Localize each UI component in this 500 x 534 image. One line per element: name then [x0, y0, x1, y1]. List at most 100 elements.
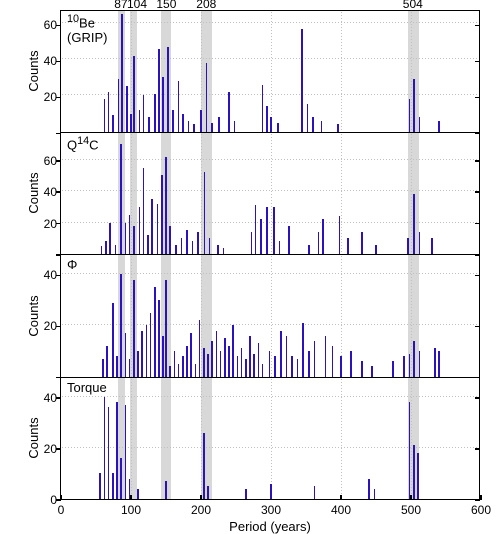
peak-bar [407, 238, 409, 254]
xtick-label: 400 [331, 503, 351, 517]
peak-bar [273, 207, 275, 254]
peak-bar [409, 402, 411, 499]
peak-bar [192, 241, 194, 254]
peak-bar [112, 473, 114, 499]
peak-bar [228, 92, 230, 132]
peak-bar [375, 245, 377, 254]
peak-bar [417, 453, 419, 499]
ylabel: Counts [26, 295, 41, 336]
peak-bar [374, 489, 376, 499]
peak-bar [108, 407, 110, 499]
peak-bar [434, 348, 436, 376]
peak-bar [318, 232, 320, 254]
peak-bar [120, 144, 122, 254]
period-label: 104 [127, 0, 147, 11]
peak-bar [207, 354, 209, 377]
peak-bar [409, 99, 411, 131]
ylabel: Counts [26, 418, 41, 459]
ylabel: Counts [26, 173, 41, 214]
ytick-mark [475, 499, 480, 501]
peak-bar [270, 484, 272, 499]
xtick-label: 500 [401, 503, 421, 517]
ytick-label: 40 [44, 185, 57, 199]
xtick-label: 100 [121, 503, 141, 517]
peak-bar [337, 124, 339, 131]
peak-bar [125, 223, 127, 254]
ytick-label: 0 [50, 493, 57, 507]
peak-bar [251, 232, 253, 254]
peak-bar [112, 303, 114, 377]
peak-bar [148, 117, 150, 131]
peak-bar [207, 486, 209, 499]
plot-area: 87104150208504204060Counts10Be(GRIP)2040… [60, 10, 480, 500]
peak-bar [241, 348, 243, 376]
peak-bar [361, 361, 363, 376]
peak-bar [178, 81, 180, 131]
peak-bar [154, 287, 156, 376]
peak-bar [274, 356, 276, 376]
peak-bar [322, 219, 324, 254]
period-label: 208 [196, 0, 216, 11]
peak-bar [115, 245, 117, 254]
peak-bar [216, 331, 218, 377]
peak-bar [224, 338, 226, 376]
period-label: 87 [114, 0, 127, 11]
peak-bar [143, 95, 145, 131]
peak-bar [321, 121, 323, 132]
peak-bar [158, 300, 160, 377]
peak-bar [392, 361, 394, 376]
peak-bar [101, 246, 103, 254]
peak-bar [102, 359, 104, 377]
peak-bar [413, 445, 415, 499]
peak-bar [206, 63, 208, 131]
peak-bar [108, 92, 110, 132]
peak-bar [403, 356, 405, 376]
peak-bar [133, 280, 135, 377]
ytick-label: 60 [44, 154, 57, 168]
bars-layer [61, 255, 479, 377]
peak-bar [161, 175, 163, 254]
peak-bar [182, 114, 184, 132]
peak-bar [178, 364, 180, 377]
bars-layer [61, 11, 479, 132]
peak-bar [118, 79, 120, 131]
peak-bar [125, 333, 127, 376]
peak-bar [237, 356, 239, 376]
peak-bar [167, 47, 169, 132]
peak-bar [175, 245, 177, 254]
bars-layer [61, 133, 479, 255]
peak-bar [409, 354, 411, 377]
peak-bar [332, 346, 334, 377]
peak-bar [340, 356, 342, 376]
peak-bar [204, 172, 206, 254]
panel: 204060CountsQ14C [60, 133, 480, 256]
peak-bar [279, 241, 281, 254]
peak-bar [129, 479, 131, 499]
peak-bar [169, 366, 171, 376]
peak-bar [133, 226, 135, 254]
peak-bar [288, 226, 290, 254]
ytick-label: 40 [44, 54, 57, 68]
peak-bar [120, 458, 122, 499]
peak-bar [249, 336, 251, 377]
peak-bar [104, 397, 106, 499]
peak-bar [325, 336, 327, 377]
peak-bar [151, 199, 153, 254]
peak-bar [255, 205, 257, 254]
peak-bar [139, 207, 141, 254]
panel-label: 10Be(GRIP) [67, 14, 107, 45]
peak-bar [186, 346, 188, 377]
peak-bar [186, 230, 188, 254]
peak-bar [150, 313, 152, 377]
peak-bar [174, 351, 176, 377]
peak-bar [234, 121, 236, 132]
peak-bar [314, 341, 316, 377]
peak-bar [438, 351, 440, 377]
peak-bar [266, 207, 268, 254]
peak-bar [146, 325, 148, 376]
peak-bar [182, 356, 184, 376]
peak-bar [129, 215, 131, 254]
peak-bar [116, 402, 118, 499]
peak-bar [350, 351, 352, 377]
peak-bar [419, 117, 421, 131]
